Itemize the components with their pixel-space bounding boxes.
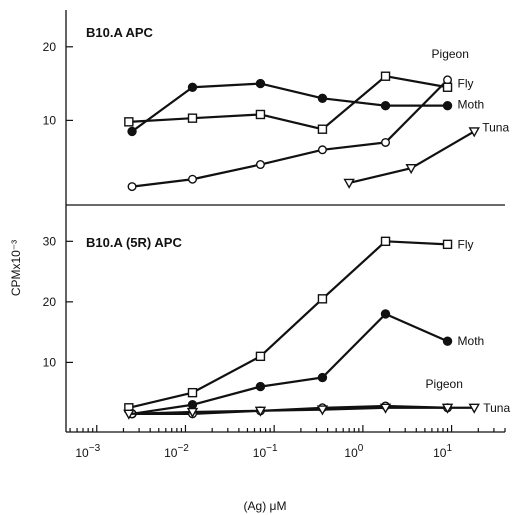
- data-point-moth: [187, 82, 198, 92]
- x-tick-label: 10−1: [253, 443, 278, 460]
- data-point-pigeon: [255, 160, 265, 170]
- series-fly: Fly: [124, 71, 474, 134]
- series-moth: Moth: [127, 78, 485, 137]
- y-tick-label: 20: [43, 40, 57, 54]
- data-point-pigeon: [317, 145, 327, 155]
- series-line-fly: [128, 240, 448, 409]
- data-point-fly: [317, 294, 328, 304]
- y-tick-label: 20: [43, 295, 57, 309]
- series-line-pigeon: [131, 79, 449, 188]
- data-point-tuna: [468, 403, 480, 414]
- series-line-fly: [128, 75, 448, 131]
- series-label-fly: Fly: [458, 237, 474, 251]
- data-point-tuna: [405, 164, 417, 175]
- data-point-fly: [442, 82, 453, 92]
- series-label-moth: Moth: [458, 98, 485, 112]
- y-tick-label: 10: [43, 113, 57, 127]
- series-line-moth: [131, 82, 448, 133]
- series-fly: Fly: [124, 236, 474, 413]
- data-point-fly: [380, 71, 391, 81]
- data-point-moth: [317, 93, 328, 104]
- series-tuna: Tuna: [123, 401, 510, 420]
- x-tick-label: 100: [344, 443, 363, 460]
- series-moth: Moth: [127, 309, 485, 419]
- series-label-moth: Moth: [458, 334, 485, 348]
- series-tuna: Tuna: [343, 120, 509, 189]
- series-line-moth: [131, 312, 448, 415]
- data-point-tuna: [186, 407, 199, 418]
- x-tick-label: 10−3: [75, 443, 100, 460]
- data-point-tuna: [316, 405, 329, 416]
- data-point-fly: [255, 109, 266, 120]
- y-tick-label: 10: [43, 355, 57, 369]
- x-axis-title: (Ag) μM: [244, 499, 287, 513]
- data-point-fly: [187, 387, 198, 398]
- data-point-moth: [442, 100, 453, 111]
- data-point-moth: [317, 372, 328, 383]
- data-point-tuna: [441, 403, 454, 414]
- series-label-tuna: Tuna: [483, 401, 510, 415]
- data-point-moth: [187, 400, 198, 410]
- data-point-fly: [255, 351, 266, 362]
- data-point-moth: [442, 336, 453, 346]
- data-point-tuna: [379, 403, 392, 414]
- series-label-pigeon: Pigeon: [432, 47, 469, 61]
- data-point-moth: [255, 381, 266, 392]
- data-point-pigeon: [381, 137, 391, 147]
- panel-title: B10.A (5R) APC: [86, 235, 182, 250]
- series-line-tuna: [348, 130, 475, 184]
- data-point-moth: [255, 78, 266, 89]
- series-label-tuna: Tuna: [482, 120, 509, 134]
- x-tick-label: 10−2: [164, 443, 189, 460]
- data-point-tuna: [123, 409, 135, 420]
- series-pigeon: Pigeon: [127, 47, 469, 192]
- data-point-fly: [317, 124, 328, 134]
- data-point-moth: [380, 309, 391, 319]
- series-label-fly: Fly: [458, 76, 474, 90]
- data-point-moth: [380, 100, 391, 111]
- data-point-pigeon: [127, 182, 137, 192]
- data-point-pigeon: [187, 174, 197, 184]
- panel-title: B10.A APC: [86, 25, 154, 40]
- data-point-tuna: [468, 127, 480, 138]
- data-point-fly: [442, 239, 453, 250]
- data-point-moth: [127, 126, 137, 137]
- series-label-pigeon: Pigeon: [426, 377, 463, 391]
- y-tick-label: 30: [43, 234, 57, 248]
- y-axis-title: CPMx10⁻³: [9, 240, 23, 296]
- x-tick-label: 101: [433, 443, 452, 460]
- data-point-fly: [380, 236, 391, 247]
- data-point-fly: [124, 117, 134, 127]
- data-point-tuna: [254, 406, 267, 417]
- data-point-tuna: [343, 178, 355, 189]
- data-point-fly: [187, 113, 198, 123]
